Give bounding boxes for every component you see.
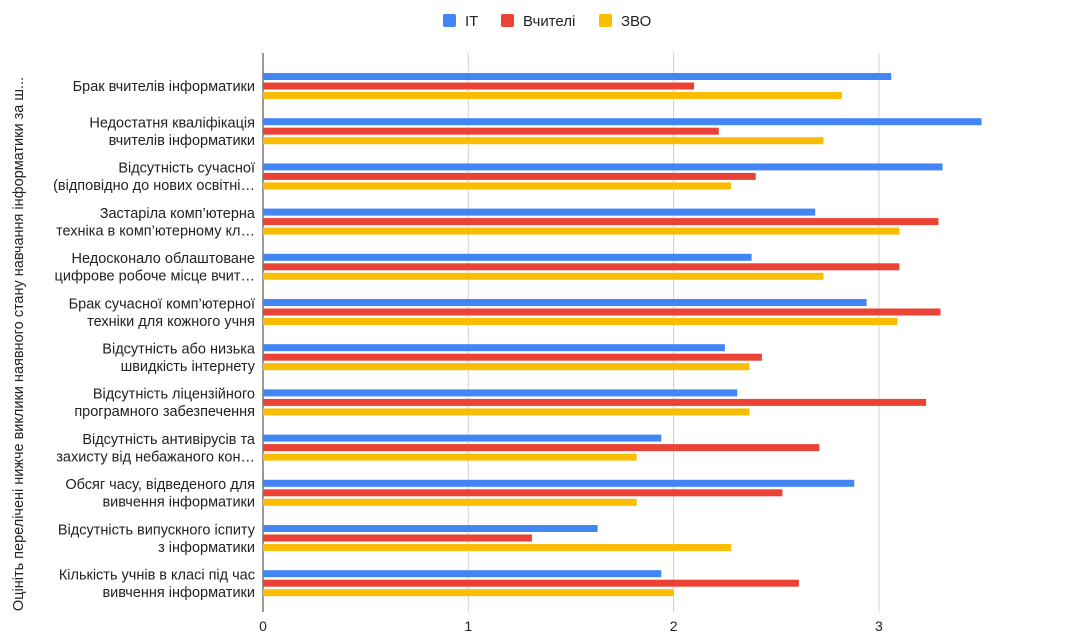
bar-ЗВО-1 — [263, 137, 824, 145]
bar-IT-9 — [263, 479, 855, 487]
category-label: Недосконало облаштоване — [72, 251, 255, 267]
category-label: Відсутність ліцензійного — [93, 387, 255, 403]
category-label: цифрове робоче місце вчит… — [55, 269, 255, 285]
category-label: швидкість інтернету — [121, 359, 256, 375]
bar-Вчителі-6 — [263, 353, 762, 361]
bar-ЗВО-7 — [263, 408, 750, 416]
legend-swatch-2 — [599, 14, 612, 27]
category-label: Обсяг часу, відведеного для — [65, 477, 255, 493]
x-tick-label: 3 — [875, 618, 883, 632]
bar-Вчителі-2 — [263, 172, 756, 180]
bar-IT-11 — [263, 570, 662, 578]
bar-IT-5 — [263, 299, 867, 306]
category-label: з інформатики — [158, 540, 255, 556]
bars — [263, 73, 982, 597]
bar-ЗВО-6 — [263, 363, 750, 371]
legend-label-0[interactable]: IT — [465, 13, 478, 30]
legend-swatch-0 — [443, 14, 456, 27]
bar-Вчителі-9 — [263, 489, 783, 497]
x-tick-label: 2 — [670, 618, 678, 632]
bar-Вчителі-0 — [263, 82, 695, 90]
y-axis-title: Оцініть перелічені нижче виклики наявног… — [11, 77, 27, 611]
category-label: Брак вчителів інформатики — [73, 79, 255, 95]
bar-IT-2 — [263, 163, 943, 171]
bar-IT-7 — [263, 389, 738, 397]
bar-Вчителі-4 — [263, 263, 900, 271]
category-label: техніка в комп’ютерному кл… — [56, 223, 255, 239]
bar-IT-8 — [263, 434, 662, 442]
category-label: (відповідно до нових освітні… — [53, 178, 255, 194]
category-label: Кількість учнів в класі під час — [59, 567, 255, 583]
legend-label-2[interactable]: ЗВО — [621, 13, 651, 30]
legend[interactable]: IT Вчителі ЗВО — [443, 13, 651, 30]
bar-ЗВО-11 — [263, 589, 674, 597]
category-label: Відсутність або низька — [102, 341, 256, 357]
bar-ЗВО-5 — [263, 318, 898, 325]
category-label: захисту від небажаного кон… — [56, 449, 255, 465]
bar-ЗВО-3 — [263, 227, 900, 235]
bar-IT-3 — [263, 208, 816, 216]
category-label: вивчення інформатики — [102, 585, 255, 601]
x-tick-label: 0 — [259, 618, 267, 632]
category-label: Відсутність сучасної — [118, 161, 255, 177]
bar-ЗВО-9 — [263, 498, 637, 506]
bar-IT-6 — [263, 344, 725, 352]
category-label: техніки для кожного учня — [87, 314, 255, 330]
bar-IT-0 — [263, 73, 892, 80]
bar-Вчителі-7 — [263, 398, 927, 406]
category-label: Недостатня кваліфікація — [89, 115, 255, 131]
category-label: вивчення інформатики — [102, 495, 255, 511]
bar-Вчителі-3 — [263, 218, 939, 226]
legend-label-1[interactable]: Вчителі — [523, 13, 575, 30]
category-label: Брак сучасної комп’ютерної — [69, 296, 255, 312]
bar-ЗВО-4 — [263, 272, 824, 280]
x-tick-labels: 0 1 2 3 — [259, 618, 883, 632]
category-label: Відсутність випускного іспиту — [58, 522, 256, 538]
bar-IT-4 — [263, 253, 752, 261]
category-labels: Брак вчителів інформатики Недостатня квал… — [53, 79, 256, 601]
bar-Вчителі-8 — [263, 444, 820, 452]
bar-IT-1 — [263, 118, 982, 126]
x-tick-label: 1 — [464, 618, 472, 632]
bar-Вчителі-11 — [263, 579, 799, 587]
bar-Вчителі-5 — [263, 308, 941, 316]
legend-swatch-1 — [501, 14, 514, 27]
gridlines — [262, 53, 880, 612]
bar-ЗВО-0 — [263, 92, 842, 99]
bar-Вчителі-1 — [263, 127, 719, 135]
category-label: Застаріла комп’ютерна — [100, 206, 256, 222]
bar-Вчителі-10 — [263, 534, 532, 542]
bar-IT-10 — [263, 525, 598, 532]
category-label: програмного забезпечення — [74, 404, 255, 420]
bar-ЗВО-10 — [263, 544, 732, 551]
category-label: вчителів інформатики — [109, 133, 255, 149]
bar-ЗВО-8 — [263, 453, 637, 461]
category-label: Відсутність антивірусів та — [82, 432, 256, 448]
bar-ЗВО-2 — [263, 182, 732, 190]
